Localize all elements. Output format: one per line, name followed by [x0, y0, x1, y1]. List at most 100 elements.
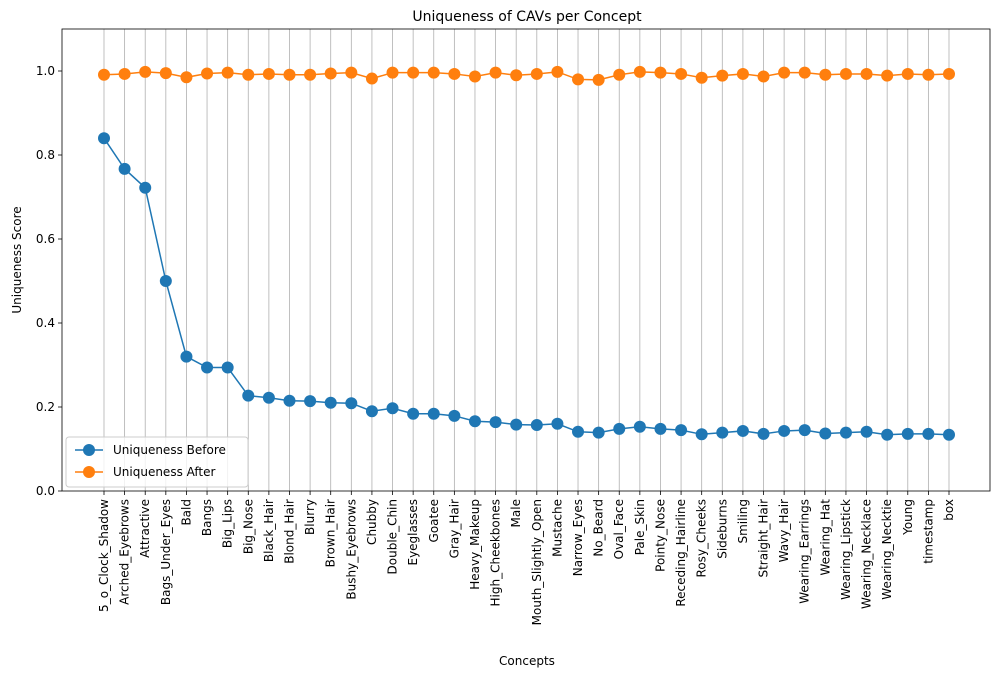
plot-area: 0.0 0.2 0.4 0.6 0.8 1.0 5_o_Clock_Shadow Arched… — [36, 28, 991, 625]
data-point — [118, 162, 131, 175]
data-point — [345, 66, 358, 79]
y-tick-label: 0.6 — [36, 232, 55, 246]
x-tick-label: No_Beard — [592, 499, 606, 557]
x-tick-label: 5_o_Clock_Shadow — [97, 499, 111, 612]
x-tick-label: Chubby — [365, 499, 379, 545]
data-point — [468, 70, 481, 83]
data-point — [633, 420, 646, 433]
data-point — [283, 394, 296, 407]
data-point — [530, 67, 543, 80]
data-point — [860, 425, 873, 438]
x-tick-label: Big_Nose — [241, 499, 255, 554]
x-axis-label: Concepts — [499, 654, 555, 668]
data-point — [221, 361, 234, 374]
data-point — [324, 396, 337, 409]
x-tick-label: Blurry — [303, 499, 317, 535]
x-tick-label: Wearing_Lipstick — [839, 499, 853, 600]
legend-label-after: Uniqueness After — [113, 465, 216, 479]
data-point — [778, 424, 791, 437]
data-point — [448, 67, 461, 80]
data-point — [695, 71, 708, 84]
data-point — [592, 426, 605, 439]
x-tick-label: Narrow_Eyes — [571, 499, 585, 576]
data-point — [407, 407, 420, 420]
x-tick-label: Bags_Under_Eyes — [159, 499, 173, 605]
y-tick-label: 0.8 — [36, 148, 55, 162]
data-point — [118, 67, 131, 80]
series-line-0 — [103, 137, 950, 436]
data-point — [304, 395, 317, 408]
data-point — [716, 69, 729, 82]
x-tick-label: Mustache — [550, 499, 564, 557]
data-point — [613, 422, 626, 435]
x-tick-label: Receding_Hairline — [674, 499, 688, 607]
data-point — [881, 428, 894, 441]
x-tick-label: Brown_Hair — [324, 499, 338, 567]
data-point — [407, 66, 420, 79]
x-tick-label: Pale_Skin — [633, 499, 647, 555]
data-point — [489, 416, 502, 429]
data-point — [654, 422, 667, 435]
data-point — [922, 427, 935, 440]
data-point — [468, 415, 481, 428]
data-point — [180, 350, 193, 363]
x-tick-label: Arched_Eyebrows — [118, 499, 132, 605]
x-tick-label: Wearing_Necklace — [860, 499, 874, 609]
data-point — [159, 275, 172, 287]
data-point — [798, 66, 811, 79]
data-point — [860, 67, 873, 80]
data-point — [242, 389, 255, 402]
data-point — [365, 405, 378, 418]
x-tick-label: Mouth_Slightly_Open — [530, 499, 544, 625]
x-tick-label: Sideburns — [715, 499, 729, 559]
x-tick-label: box — [942, 499, 956, 521]
x-tick-label: timestamp — [921, 499, 935, 564]
x-tick-label: Bushy_Eyebrows — [344, 499, 358, 600]
data-point — [757, 70, 770, 83]
x-tick-label: Pointy_Nose — [653, 499, 667, 572]
x-tick-label: Wavy_Hair — [777, 499, 791, 562]
data-point — [736, 67, 749, 80]
data-point — [510, 69, 523, 82]
legend-frame — [65, 436, 249, 488]
chart-title: Uniqueness of CAVs per Concept — [412, 9, 642, 25]
data-point — [901, 67, 914, 80]
x-tick-label: Wearing_Earrings — [798, 499, 812, 604]
data-point — [427, 66, 440, 79]
data-point — [943, 428, 955, 441]
x-tick-label: Straight_Hair — [757, 499, 771, 578]
data-point — [201, 67, 214, 80]
data-point — [386, 402, 399, 415]
data-point — [757, 427, 770, 440]
data-point — [262, 391, 275, 404]
data-point — [839, 426, 852, 439]
legend-marker-after — [83, 466, 95, 478]
data-point — [716, 426, 729, 439]
data-point — [489, 66, 502, 79]
x-tick-label: Gray_Hair — [447, 499, 461, 558]
y-tick-label: 0.0 — [36, 484, 55, 498]
x-tick-label: Young — [901, 499, 915, 536]
x-tick-label: Male — [509, 499, 523, 527]
data-point — [592, 73, 605, 86]
data-point — [139, 65, 152, 78]
data-point — [675, 67, 688, 80]
data-point — [221, 66, 234, 79]
data-point — [819, 427, 832, 440]
data-point — [819, 68, 832, 81]
x-tick-label: Heavy_Makeup — [468, 499, 482, 590]
data-point — [901, 427, 914, 440]
data-point — [427, 407, 440, 420]
x-tick-label: Smiling — [736, 499, 750, 544]
data-point — [798, 424, 811, 437]
data-point — [572, 73, 585, 86]
x-tick-label: Double_Chin — [386, 499, 400, 574]
x-tick-label: High_Cheekbones — [489, 499, 503, 606]
x-tick-label: Wearing_Necktie — [880, 499, 894, 600]
legend-label-before: Uniqueness Before — [113, 443, 226, 457]
data-point — [201, 361, 214, 374]
data-point — [345, 397, 358, 410]
x-tick-label: Blond_Hair — [282, 499, 296, 564]
data-point — [551, 417, 564, 430]
